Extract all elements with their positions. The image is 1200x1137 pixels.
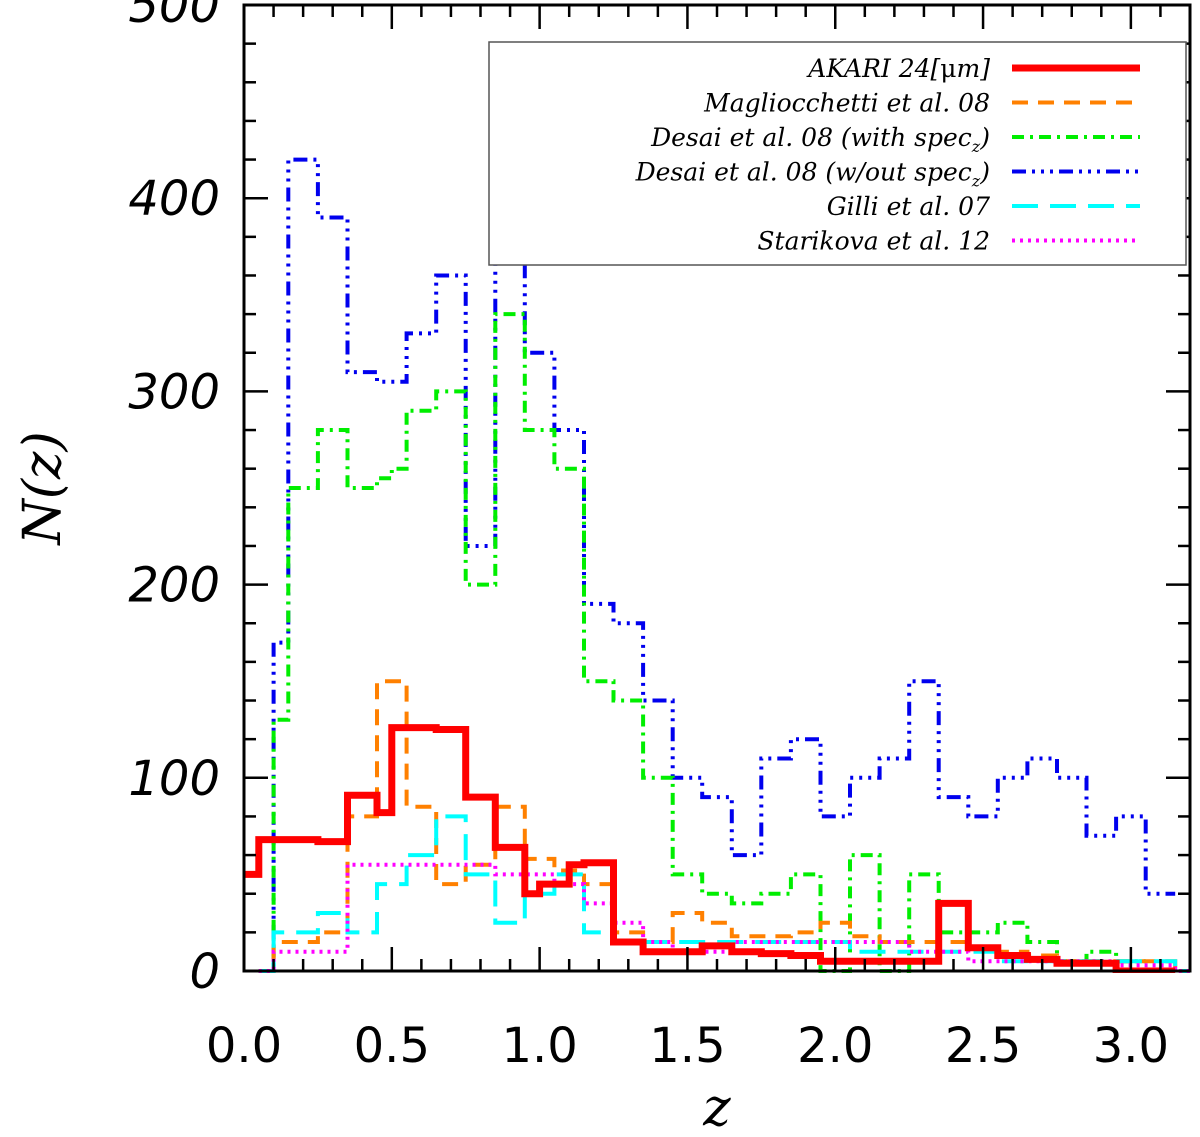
legend-item: Starikova et al. 12 (757, 227, 1140, 256)
x-tick-label: 0.0 (206, 1018, 282, 1074)
legend: AKARI 24[μm] Magliocchetti et al. 08 Desai… (488, 41, 1187, 266)
y-tick-label: 300 (128, 364, 220, 420)
x-tick-label: 2.0 (797, 1018, 873, 1074)
y-tick-label: 200 (128, 558, 220, 614)
legend-items: AKARI 24[μm] Magliocchetti et al. 08 Desai… (635, 54, 1140, 256)
legend-item: Magliocchetti et al. 08 (703, 89, 1140, 118)
series-line-0 (244, 724, 1176, 973)
x-tick-label: 2.5 (945, 1018, 1021, 1074)
legend-item-label: Magliocchetti et al. 08 (703, 89, 990, 118)
series-line-3 (258, 157, 1176, 973)
y-tick-label: 500 (128, 0, 220, 34)
x-tick-label: 1.0 (501, 1018, 577, 1074)
axis-tick-labels: 0.0 0.5 1.0 1.5 2.0 2.5 3.0 0 100 200 300 400 500 (128, 0, 1169, 1074)
legend-item: Desai et al. 08 (w/out specz) (635, 158, 1140, 191)
legend-item: AKARI 24[μm] (806, 54, 1140, 83)
y-tick-label: 400 (128, 171, 220, 227)
legend-item-label: Starikova et al. 12 (757, 227, 990, 256)
series-layer (244, 157, 1190, 973)
legend-item-label: Desai et al. 08 (w/out specz) (635, 158, 990, 191)
series-line-1 (258, 679, 1190, 973)
legend-box (488, 41, 1187, 266)
legend-item-label: Gilli et al. 07 (827, 192, 990, 221)
legend-item-label: Desai et al. 08 (with specz) (650, 123, 990, 156)
x-axis-title: z (702, 1078, 731, 1137)
y-axis-title: N(z) (13, 431, 73, 546)
legend-item-label: AKARI 24[μm] (806, 54, 990, 83)
x-tick-label: 0.5 (354, 1018, 430, 1074)
x-tick-label: 1.5 (649, 1018, 725, 1074)
legend-item: Desai et al. 08 (with specz) (650, 123, 1140, 156)
y-tick-label: 0 (189, 944, 220, 1000)
y-tick-label: 100 (128, 751, 220, 807)
x-tick-label: 3.0 (1093, 1018, 1169, 1074)
legend-item: Gilli et al. 07 (827, 192, 1140, 221)
series-line-2 (258, 312, 1146, 973)
